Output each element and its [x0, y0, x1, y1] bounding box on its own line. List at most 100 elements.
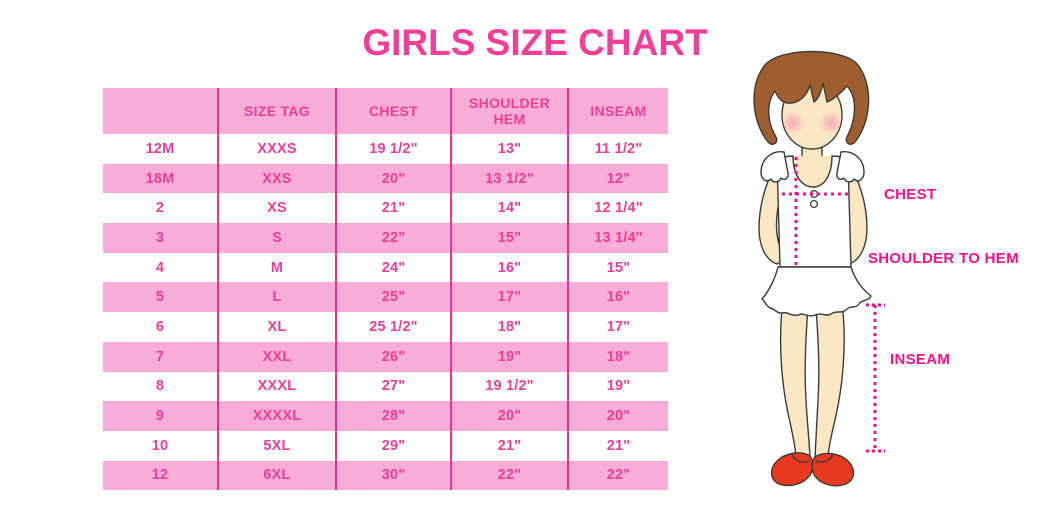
- table-row: 7 XXL 26" 19" 18": [103, 341, 668, 372]
- table-cell: 19": [450, 341, 568, 372]
- table-header-row: SIZE TAG CHEST SHOULDER HEM INSEAM: [103, 88, 668, 134]
- table-cell: 19": [567, 371, 668, 402]
- table-cell: 13 1/2": [450, 163, 568, 194]
- table-cell: 12M: [103, 134, 218, 164]
- table-cell: 18": [567, 341, 668, 372]
- table-cell: 13 1/4": [567, 223, 668, 253]
- table-cell: 15": [450, 223, 568, 253]
- header-cell-size-tag: SIZE TAG: [217, 88, 336, 134]
- header-cell-chest: CHEST: [335, 88, 451, 134]
- table-cell: 22": [335, 223, 451, 253]
- table-cell: 8: [103, 371, 218, 402]
- girl-shoe-right: [811, 452, 855, 487]
- girl-chest-skin: [793, 156, 832, 187]
- shoe-strap-right: [815, 453, 834, 463]
- table-cell: 17": [567, 312, 668, 342]
- table-cell: 27": [335, 371, 451, 402]
- table-cell: 5XL: [217, 430, 336, 461]
- table-cell: 24": [335, 252, 451, 283]
- table-cell: 28": [335, 401, 451, 431]
- table-cell: 5: [103, 282, 218, 313]
- girl-skirt: [761, 266, 872, 317]
- table-cell: 21": [335, 193, 451, 224]
- girls-size-table: SIZE TAG CHEST SHOULDER HEM INSEAM 12M XX…: [103, 88, 668, 491]
- table-cell: 2: [103, 193, 218, 224]
- table-cell: 25": [335, 282, 451, 313]
- table-cell: 12": [567, 163, 668, 194]
- table-cell: 17": [450, 282, 568, 313]
- table-cell: 18": [450, 312, 568, 342]
- table-cell: 7: [103, 341, 218, 372]
- table-cell: XXL: [217, 341, 336, 372]
- header-cell-inseam: INSEAM: [567, 88, 668, 134]
- table-cell: 6: [103, 312, 218, 342]
- blush-left: [785, 115, 801, 131]
- table-cell: 30": [335, 460, 451, 491]
- inseam-label: INSEAM: [890, 351, 951, 368]
- table-cell: 21": [567, 430, 668, 461]
- girl-hair: [753, 50, 870, 145]
- table-cell: XXXL: [217, 371, 336, 402]
- page-title: GIRLS SIZE CHART: [362, 22, 708, 63]
- table-cell: 20": [335, 163, 451, 194]
- table-cell: 20": [567, 401, 668, 431]
- table-cell: 25 1/2": [335, 312, 451, 342]
- table-row: 4 M 24" 16" 15": [103, 252, 668, 283]
- table-cell: 29": [335, 430, 451, 461]
- girl-sleeve-ruffle-right: [836, 151, 865, 183]
- table-cell: XS: [217, 193, 336, 224]
- table-cell: XXXS: [217, 134, 336, 164]
- table-cell: 13": [450, 134, 568, 164]
- table-cell: 18M: [103, 163, 218, 194]
- table-cell: 3: [103, 223, 218, 253]
- table-cell: 12 1/4": [567, 193, 668, 224]
- size-table-body: 12M XXXS 19 1/2" 13" 11 1/2" 18M XXS 20" 13 1/2"…: [103, 134, 668, 491]
- top-button-lower: [809, 199, 819, 209]
- table-cell: L: [217, 282, 336, 313]
- table-row: 8 XXXL 27" 19 1/2" 19": [103, 371, 668, 402]
- table-cell: 9: [103, 401, 218, 431]
- header-cell-age: [103, 88, 218, 134]
- table-cell: 22": [450, 460, 568, 491]
- table-cell: M: [217, 252, 336, 283]
- table-row: 2 XS 21" 14" 12 1/4": [103, 193, 668, 224]
- table-row: 10 5XL 29" 21" 21": [103, 430, 668, 461]
- table-cell: 10: [103, 430, 218, 461]
- table-cell: 19 1/2": [450, 371, 568, 402]
- table-row: 12M XXXS 19 1/2" 13" 11 1/2": [103, 134, 668, 164]
- table-cell: XL: [217, 312, 336, 342]
- table-cell: 14": [450, 193, 568, 224]
- girl-illustration: [753, 50, 885, 487]
- table-cell: 20": [450, 401, 568, 431]
- table-cell: 16": [567, 282, 668, 313]
- table-cell: 4: [103, 252, 218, 283]
- table-cell: XXS: [217, 163, 336, 194]
- chest-label: CHEST: [884, 186, 937, 203]
- table-cell: 11 1/2": [567, 134, 668, 164]
- table-cell: 12: [103, 460, 218, 491]
- girl-sleeve-ruffle-left: [760, 151, 789, 183]
- table-cell: 26": [335, 341, 451, 372]
- girl-shoe-left: [770, 452, 814, 487]
- shoe-strap-left: [791, 453, 810, 463]
- table-row: 18M XXS 20" 13 1/2" 12": [103, 163, 668, 194]
- table-cell: 22": [567, 460, 668, 491]
- shoulder-to-hem-label: SHOULDER TO HEM: [868, 250, 1019, 267]
- table-row: 9 XXXXL 28" 20" 20": [103, 401, 668, 431]
- table-cell: 15": [567, 252, 668, 283]
- girl-leg-left: [779, 299, 811, 458]
- girl-leg-right: [814, 302, 845, 458]
- table-row: 5 L 25" 17" 16": [103, 282, 668, 313]
- table-row: 6 XL 25 1/2" 18" 17": [103, 312, 668, 342]
- blush-right: [823, 115, 839, 131]
- header-cell-shoulder-hem: SHOULDER HEM: [450, 88, 568, 134]
- table-cell: 21": [450, 430, 568, 461]
- girl-measurement-figure: [735, 40, 1055, 510]
- table-cell: S: [217, 223, 336, 253]
- table-row: 12 6XL 30" 22" 22": [103, 460, 668, 491]
- table-row: 3 S 22" 15" 13 1/4": [103, 223, 668, 253]
- table-cell: 19 1/2": [335, 134, 451, 164]
- table-cell: XXXXL: [217, 401, 336, 431]
- table-cell: 16": [450, 252, 568, 283]
